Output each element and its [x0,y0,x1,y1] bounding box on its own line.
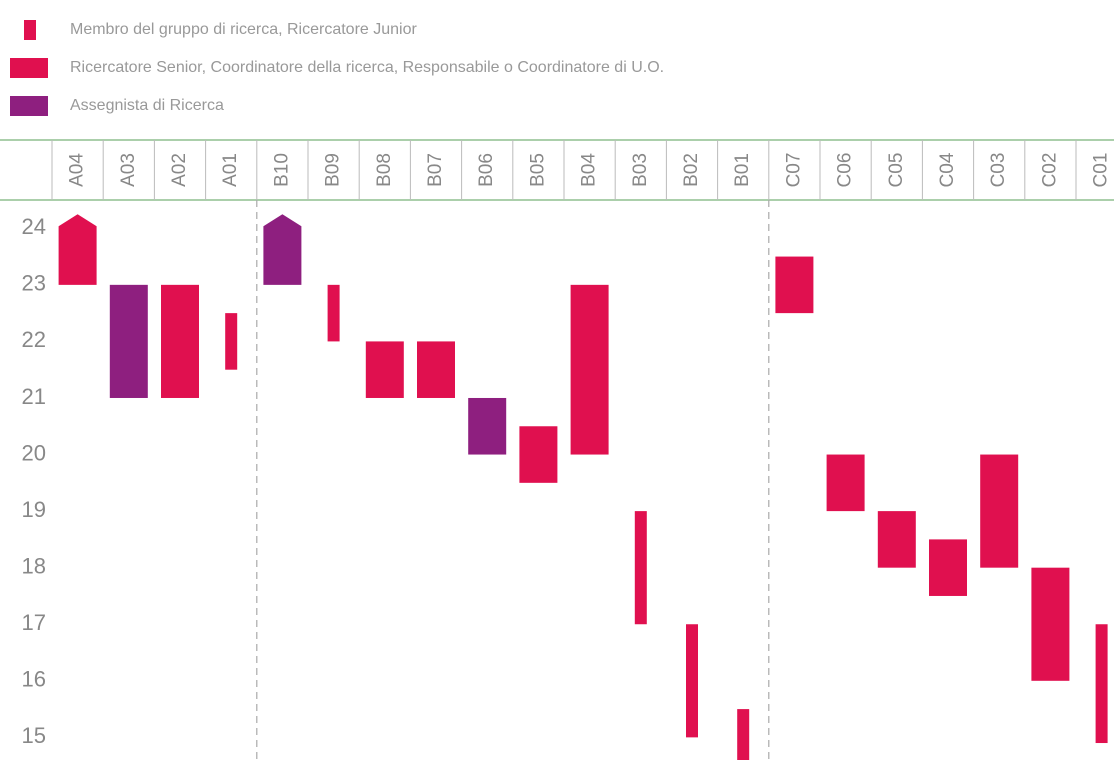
bar [1095,624,1108,744]
y-tick-label: 15 [22,723,46,748]
bar [225,313,238,370]
bar [1031,567,1070,681]
x-tick-label: A01 [220,153,241,187]
y-tick-label: 19 [22,497,46,522]
x-tick-label: B08 [374,153,395,187]
bar [775,256,814,314]
bar [877,511,916,568]
x-tick-label: B06 [476,153,497,187]
legend-label: Ricercatore Senior, Coordinatore della r… [70,59,664,76]
x-tick-label: B04 [579,153,600,187]
bar [929,539,967,596]
y-tick-label: 16 [22,667,46,692]
x-tick-label: B02 [681,153,702,187]
x-tick-label: B10 [271,153,292,187]
x-tick-label: C07 [783,153,804,188]
bar [980,454,1019,568]
x-tick-label: A03 [118,153,139,187]
x-tick-label: C05 [886,153,907,188]
bar [519,426,558,483]
bar [570,284,609,455]
x-tick-label: B07 [425,153,446,187]
bar [737,709,750,760]
y-tick-label: 23 [22,271,46,296]
bar-open [58,214,97,285]
x-tick-label: C06 [835,153,856,188]
x-tick-label: A04 [67,153,88,187]
bar [686,624,698,738]
bar [634,511,647,625]
y-tick-label: 20 [22,440,46,465]
y-tick-label: 21 [22,384,46,409]
x-tick-label: B05 [527,153,548,187]
y-tick-label: 17 [22,610,46,635]
x-tick-label: C02 [1039,153,1060,188]
y-tick-label: 18 [22,553,46,578]
x-tick-label: B09 [323,153,344,187]
x-tick-label: B01 [732,153,753,187]
x-tick-label: A02 [169,153,190,187]
x-tick-label: C03 [988,153,1009,188]
bar [826,454,865,512]
y-tick-label: 24 [22,214,46,239]
x-tick-label: B03 [630,153,651,187]
x-tick-label: C01 [1091,153,1112,188]
x-tick-label: C04 [937,152,958,187]
bar [327,284,340,342]
bar-open [263,214,302,285]
legend-label: Assegnista di Ricerca [70,97,224,114]
legend-swatch [24,20,36,40]
legend-swatch [10,58,48,78]
bar [161,284,199,398]
bar [109,284,148,398]
y-tick-label: 22 [22,327,46,352]
bar [468,397,507,455]
legend-swatch [10,96,48,116]
bar [417,341,455,398]
plot-area [58,214,1108,760]
legend-label: Membro del gruppo di ricerca, Ricercator… [70,21,417,38]
bar [365,341,404,398]
